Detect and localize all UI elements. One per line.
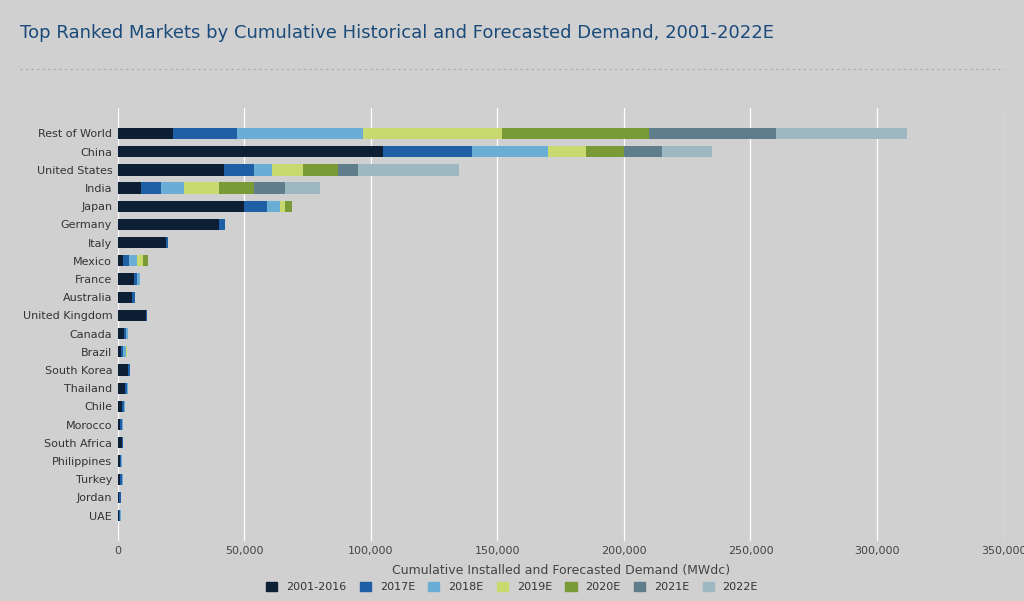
Bar [219,183,254,194]
Bar [127,383,128,394]
Bar [118,183,140,194]
Bar [120,456,121,466]
Bar [118,510,119,521]
Bar [118,237,166,248]
Bar [267,201,280,212]
Bar [219,219,225,230]
Legend: 2001-2016, 2017E, 2018E, 2019E, 2020E, 2021E, 2022E: 2001-2016, 2017E, 2018E, 2019E, 2020E, 2… [266,582,758,593]
Bar [124,328,126,340]
Bar [118,310,145,321]
Bar [134,273,137,285]
Bar [119,492,121,503]
Bar [125,383,127,394]
Bar [128,364,130,376]
Bar [122,437,123,448]
Bar [118,437,122,448]
Bar [121,346,123,358]
Bar [118,164,224,175]
Bar [364,128,503,139]
Bar [123,255,129,266]
Bar [118,201,245,212]
Bar [143,255,148,266]
Bar [118,364,128,376]
Bar [118,383,125,394]
Bar [776,128,907,139]
Bar [338,164,358,175]
Bar [124,401,125,412]
Bar [129,255,137,266]
Bar [173,128,237,139]
Bar [120,474,122,485]
Bar [503,128,649,139]
Bar [224,164,254,175]
Bar [118,328,124,340]
Bar [132,291,135,303]
Bar [118,291,132,303]
Bar [649,128,776,139]
Bar [548,146,586,157]
Bar [123,346,126,358]
Bar [118,128,173,139]
Bar [118,346,121,358]
Text: Top Ranked Markets by Cumulative Historical and Forecasted Demand, 2001-2022E: Top Ranked Markets by Cumulative Histori… [20,24,774,42]
Bar [118,401,122,412]
Bar [118,273,134,285]
Bar [472,146,548,157]
Bar [126,346,127,358]
Bar [118,419,120,430]
Bar [137,255,143,266]
Bar [302,164,338,175]
Bar [237,128,364,139]
Bar [245,201,267,212]
Bar [285,201,293,212]
Bar [161,183,183,194]
Bar [272,164,302,175]
Bar [118,219,219,230]
Bar [383,146,472,157]
Bar [118,474,120,485]
Bar [254,183,285,194]
Bar [586,146,624,157]
Bar [120,419,122,430]
Bar [145,310,146,321]
Bar [166,237,168,248]
Bar [662,146,713,157]
Bar [285,183,321,194]
Bar [280,201,285,212]
Bar [140,183,161,194]
Bar [118,146,383,157]
Bar [126,328,128,340]
Bar [118,255,123,266]
Bar [254,164,272,175]
Bar [358,164,460,175]
Bar [122,401,124,412]
Bar [183,183,219,194]
Bar [118,456,120,466]
Bar [137,273,140,285]
X-axis label: Cumulative Installed and Forecasted Demand (MWdc): Cumulative Installed and Forecasted Dema… [391,564,730,577]
Bar [118,492,119,503]
Bar [624,146,662,157]
